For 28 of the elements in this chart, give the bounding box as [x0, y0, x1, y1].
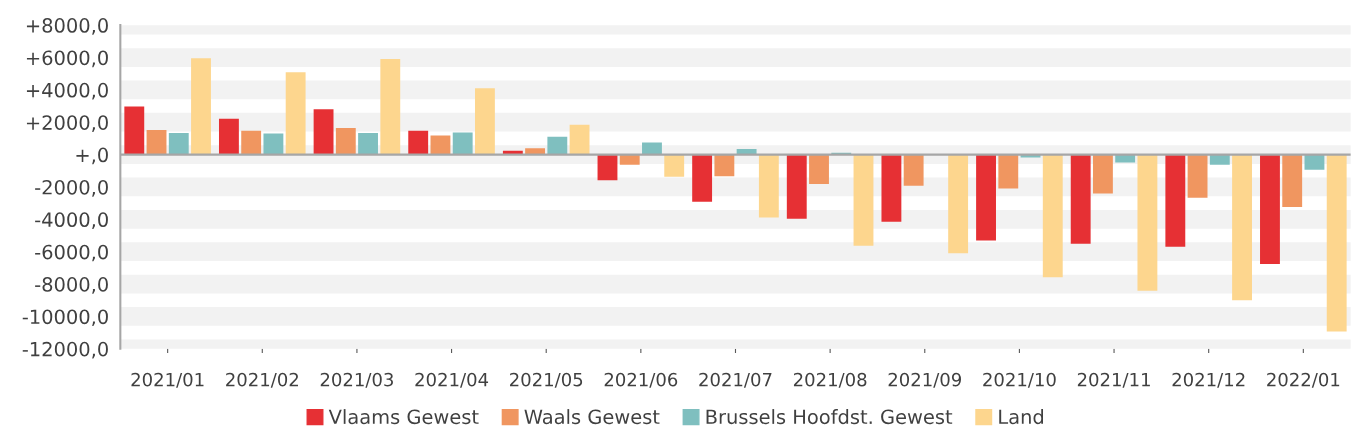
x-tick-label: 2021/12: [1172, 372, 1245, 388]
y-tick-label: -2000,0: [35, 179, 108, 197]
legend-label: Waals Gewest: [524, 409, 660, 425]
y-tick-label: -12000,0: [22, 341, 108, 359]
y-tick-label: -8000,0: [35, 277, 108, 294]
y-tick-label: -4000,0: [35, 212, 108, 229]
y-tick-label: +8000,0: [26, 18, 108, 35]
x-tick-label: 2021/01: [131, 372, 204, 388]
x-tick-label: 2021/02: [226, 372, 298, 388]
x-tick-label: 2021/07: [699, 372, 772, 388]
y-tick-label: +6000,0: [26, 50, 108, 68]
legend-label: Brussels Hoofdst. Gewest: [706, 409, 953, 425]
legend-label: Vlaams Gewest: [328, 409, 479, 425]
y-tick-label: -6000,0: [35, 244, 108, 262]
y-tick-label: +,0: [76, 147, 108, 165]
legend-label: Land: [999, 409, 1043, 425]
y-tick-label: -10000,0: [22, 309, 108, 327]
x-tick-label: 2021/11: [1077, 372, 1150, 388]
x-tick-label: 2021/06: [604, 372, 678, 388]
x-tick-label: 2021/03: [320, 372, 393, 388]
y-tick-label: +4000,0: [26, 82, 108, 100]
x-tick-label: 2021/04: [415, 372, 489, 388]
x-tick-label: 2021/10: [983, 372, 1056, 388]
x-tick-label: 2021/09: [888, 372, 961, 388]
x-tick-label: 2022/01: [1267, 372, 1340, 388]
x-tick-label: 2021/08: [793, 372, 867, 388]
x-tick-label: 2021/05: [510, 372, 583, 388]
y-tick-label: +2000,0: [26, 115, 108, 132]
